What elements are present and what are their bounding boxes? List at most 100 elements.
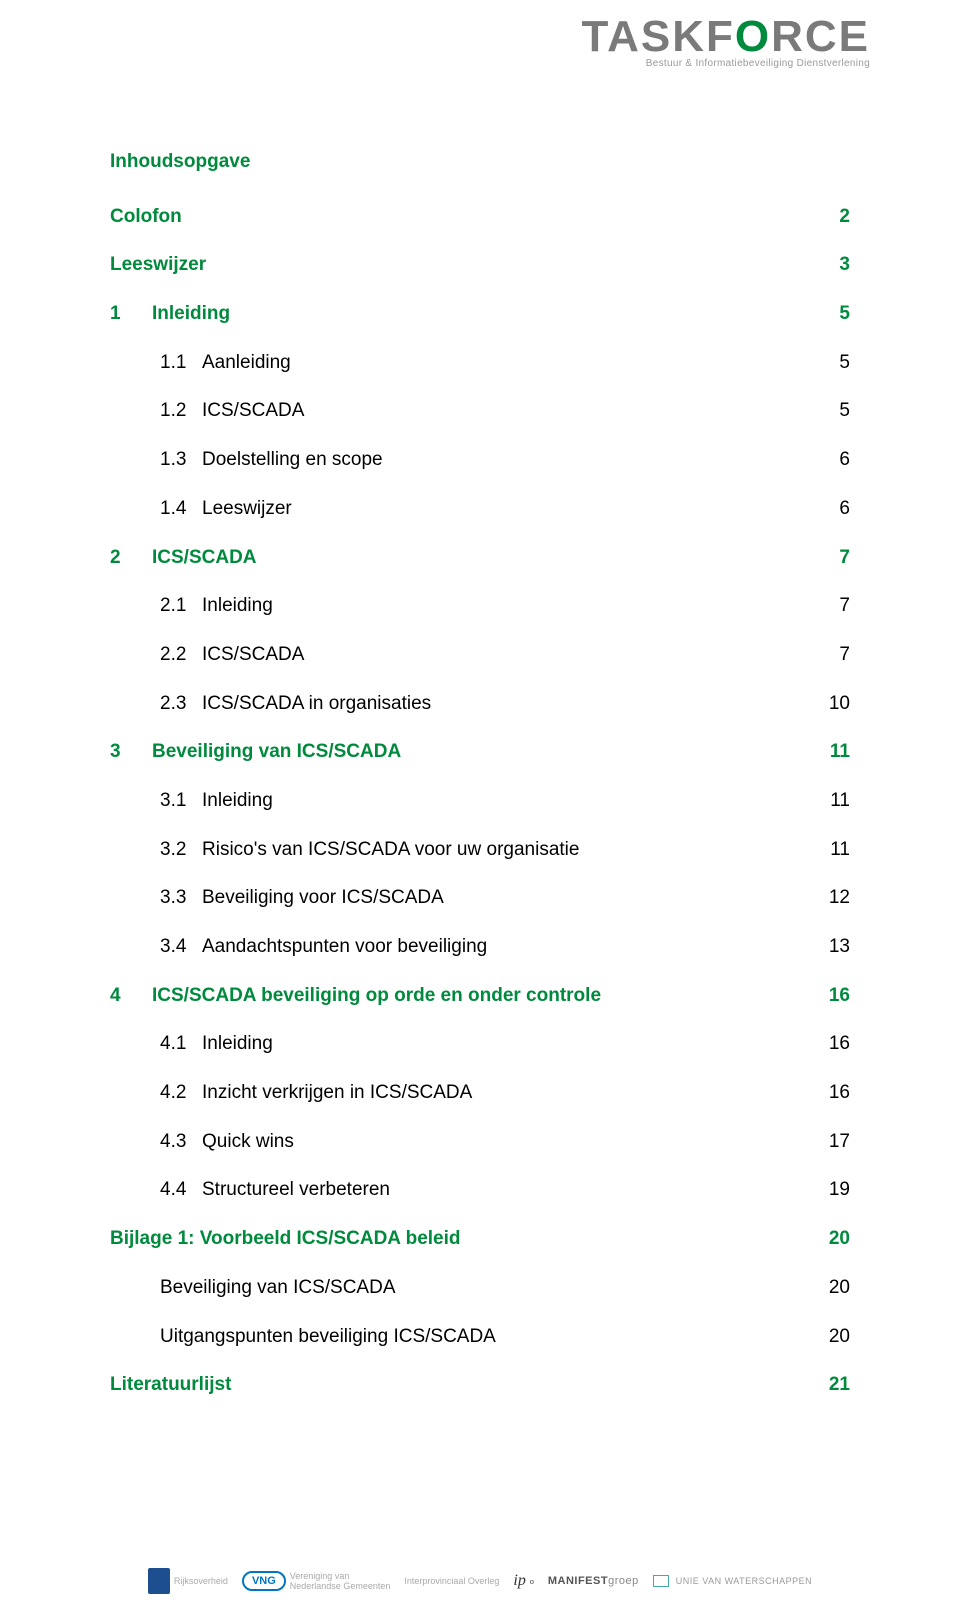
toc-entry[interactable]: 1.1Aanleiding5	[110, 351, 850, 376]
manifest-light: groep	[608, 1575, 639, 1587]
toc-entry-text: Inzicht verkrijgen in ICS/SCADA	[202, 1082, 472, 1103]
toc-entry[interactable]: 2.2ICS/SCADA7	[110, 643, 850, 668]
toc-entry-text: ICS/SCADA in organisaties	[202, 693, 431, 714]
toc-title: Inhoudsopgave	[110, 150, 850, 175]
toc-entry-number: 4.1	[160, 1032, 202, 1057]
toc-entry-number: 2	[110, 546, 152, 571]
toc-entry-number: 3	[110, 740, 152, 765]
logo-o: O	[735, 12, 771, 61]
table-of-contents: Inhoudsopgave Colofon2Leeswijzer31Inleid…	[110, 150, 850, 1398]
toc-entry-number: 1.2	[160, 399, 202, 424]
toc-entry-label: 1Inleiding	[110, 302, 810, 327]
toc-entry-page: 17	[810, 1130, 850, 1155]
toc-entry-text: Inleiding	[202, 595, 273, 616]
toc-entry-page: 13	[810, 935, 850, 960]
toc-entry-text: Doelstelling en scope	[202, 449, 383, 470]
toc-entry[interactable]: 1.2ICS/SCADA5	[110, 399, 850, 424]
toc-entry-number: 4.2	[160, 1081, 202, 1106]
toc-entry-text: ICS/SCADA	[202, 644, 304, 665]
footer-logo-manifest: MANIFESTgroep	[548, 1567, 639, 1595]
toc-entry[interactable]: 2.3ICS/SCADA in organisaties10	[110, 692, 850, 717]
toc-entry-number: 4.4	[160, 1178, 202, 1203]
toc-entry-text: Beveiliging van ICS/SCADA	[160, 1277, 396, 1298]
toc-entry-label: 2.2ICS/SCADA	[110, 643, 810, 668]
toc-entry-text: ICS/SCADA beveiliging op orde en onder c…	[152, 985, 601, 1006]
toc-entry-text: Aanleiding	[202, 352, 291, 373]
toc-entry-label: Colofon	[110, 205, 810, 230]
toc-entry-label: 4.3Quick wins	[110, 1130, 810, 1155]
toc-entry-page: 3	[810, 253, 850, 278]
toc-entry-label: 4ICS/SCADA beveiliging op orde en onder …	[110, 984, 810, 1009]
toc-entry-page: 6	[810, 497, 850, 522]
toc-entry[interactable]: 1.3Doelstelling en scope6	[110, 448, 850, 473]
logo-part1: TASKF	[581, 12, 734, 61]
toc-entry-label: 4.1Inleiding	[110, 1032, 810, 1057]
toc-entry-label: 4.2Inzicht verkrijgen in ICS/SCADA	[110, 1081, 810, 1106]
toc-entry[interactable]: 4.3Quick wins17	[110, 1130, 850, 1155]
toc-entry-page: 2	[810, 205, 850, 230]
toc-entry-page: 5	[810, 351, 850, 376]
toc-entry[interactable]: Bijlage 1: Voorbeeld ICS/SCADA beleid 20	[110, 1227, 850, 1252]
toc-entry-page: 20	[810, 1325, 850, 1350]
toc-entry[interactable]: 3.2Risico's van ICS/SCADA voor uw organi…	[110, 838, 850, 863]
toc-entry[interactable]: Beveiliging van ICS/SCADA 20	[110, 1276, 850, 1301]
toc-entry-number: 3.1	[160, 789, 202, 814]
toc-entry[interactable]: 4.2Inzicht verkrijgen in ICS/SCADA16	[110, 1081, 850, 1106]
toc-entry-page: 7	[810, 546, 850, 571]
toc-entry-page: 21	[810, 1373, 850, 1398]
toc-entry[interactable]: 3.3Beveiliging voor ICS/SCADA12	[110, 886, 850, 911]
toc-entry[interactable]: Leeswijzer3	[110, 253, 850, 278]
toc-entry[interactable]: 4ICS/SCADA beveiliging op orde en onder …	[110, 984, 850, 1009]
toc-entry-page: 10	[810, 692, 850, 717]
toc-entry-text: ICS/SCADA	[202, 400, 304, 421]
toc-entry-label: Leeswijzer	[110, 253, 810, 278]
toc-entry[interactable]: Uitgangspunten beveiliging ICS/SCADA20	[110, 1325, 850, 1350]
toc-entry-page: 20	[810, 1276, 850, 1301]
toc-entry-page: 7	[810, 594, 850, 619]
toc-entry-text: Inleiding	[202, 1033, 273, 1054]
uvw-text: UNIE VAN WATERSCHAPPEN	[676, 1576, 812, 1586]
toc-entry[interactable]: Literatuurlijst21	[110, 1373, 850, 1398]
toc-entry-text: Aandachtspunten voor beveiliging	[202, 936, 487, 957]
logo-text: TASKFORCE	[581, 12, 870, 62]
toc-entry-label: 1.2ICS/SCADA	[110, 399, 810, 424]
toc-entry[interactable]: 3.1Inleiding11	[110, 789, 850, 814]
toc-entry[interactable]: 4.4Structureel verbeteren19	[110, 1178, 850, 1203]
toc-entry-page: 12	[810, 886, 850, 911]
toc-entry[interactable]: 4.1Inleiding16	[110, 1032, 850, 1057]
toc-entry[interactable]: 3Beveiliging van ICS/SCADA11	[110, 740, 850, 765]
toc-entry-label: 2.1Inleiding	[110, 594, 810, 619]
toc-entry-text: Risico's van ICS/SCADA voor uw organisat…	[202, 839, 579, 860]
toc-entry-label: 3.1Inleiding	[110, 789, 810, 814]
footer-label: Rijksoverheid	[174, 1576, 228, 1586]
toc-entry-page: 20	[810, 1227, 850, 1252]
footer-logo-ip: ipo	[513, 1567, 533, 1595]
header-logo: TASKFORCE Bestuur & Informatiebeveiligin…	[581, 12, 870, 69]
toc-entry-label: 4.4Structureel verbeteren	[110, 1178, 810, 1203]
toc-entry-text: Bijlage 1: Voorbeeld ICS/SCADA beleid	[110, 1228, 461, 1249]
toc-entry-text: Inleiding	[202, 790, 273, 811]
manifest-text: MANIFESTgroep	[548, 1575, 639, 1587]
toc-entry[interactable]: 1.4Leeswijzer6	[110, 497, 850, 522]
toc-entry-page: 11	[810, 838, 850, 863]
toc-entry[interactable]: 3.4Aandachtspunten voor beveiliging13	[110, 935, 850, 960]
toc-entry-number: 1.3	[160, 448, 202, 473]
toc-entry-page: 7	[810, 643, 850, 668]
toc-entry-page: 19	[810, 1178, 850, 1203]
water-icon	[653, 1575, 669, 1587]
toc-entry[interactable]: 1Inleiding5	[110, 302, 850, 327]
toc-entry-label: 2ICS/SCADA	[110, 546, 810, 571]
toc-entry-number: 1	[110, 302, 152, 327]
toc-entry-label: 3Beveiliging van ICS/SCADA	[110, 740, 810, 765]
toc-entry[interactable]: 2ICS/SCADA7	[110, 546, 850, 571]
footer-logo-ipo: Interprovinciaal Overleg	[404, 1567, 499, 1595]
toc-entry[interactable]: 2.1Inleiding7	[110, 594, 850, 619]
toc-entry-text: Quick wins	[202, 1131, 294, 1152]
toc-entry-number: 2.1	[160, 594, 202, 619]
toc-entry[interactable]: Colofon2	[110, 205, 850, 230]
footer-label: Vereniging vanNederlandse Gemeenten	[290, 1571, 391, 1591]
toc-entry-number: 3.2	[160, 838, 202, 863]
toc-entry-number: 4.3	[160, 1130, 202, 1155]
toc-entry-label: 1.4Leeswijzer	[110, 497, 810, 522]
toc-entry-label: Uitgangspunten beveiliging ICS/SCADA	[110, 1325, 810, 1350]
